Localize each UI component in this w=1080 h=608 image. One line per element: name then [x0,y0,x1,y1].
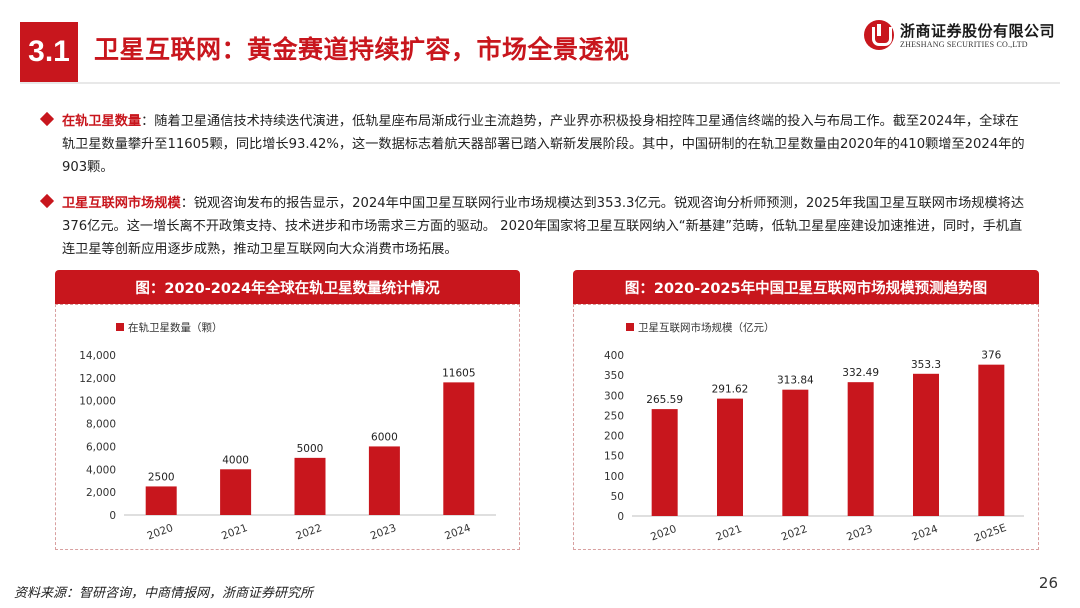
chart-right-panel: 卫星互联网市场规模（亿元） 0 50 100 150 200 250 300 350 400 265… [573,304,1039,550]
chart-left-svg: 在轨卫星数量（颗） 0 2,000 4,000 6,000 8,000 10,000 12,0… [79,321,496,543]
chart-bar [782,389,809,516]
chart-right-svg: 卫星互联网市场规模（亿元） 0 50 100 150 200 250 300 350 400 265… [604,321,1024,545]
chart-right-title: 图：2020-2025年中国卫星互联网市场规模预测趋势图 [573,270,1039,304]
x-tick-label: 2023 [369,522,398,542]
paragraph-text: ：随着卫星通信技术持续迭代演进，低轨星座布局渐成行业主流趋势，产业界亦积极投身相… [62,114,1025,175]
data-label: 353.3 [911,359,941,371]
chart-bar [978,364,1005,516]
paragraph-lead: 在轨卫星数量 [62,114,142,129]
y-tick-label: 14,000 [79,350,116,362]
data-label: 11605 [442,367,475,379]
data-label: 265.59 [646,394,683,406]
chart-bar [294,457,326,515]
source-note: 资料来源：智研咨询，中商情报网，浙商证券研究所 [14,586,314,601]
x-tick-label: 2021 [714,523,743,543]
x-tick-label: 2024 [443,522,473,543]
y-tick-label: 150 [604,451,624,463]
page-number: 26 [1038,574,1058,592]
data-label: 291.62 [712,384,749,396]
chart-left-title: 图：2020-2024年全球在轨卫星数量统计情况 [55,270,520,304]
data-label: 6000 [371,431,398,443]
y-tick-label: 2,000 [86,487,116,499]
x-tick-label: 2020 [649,523,678,543]
y-tick-label: 350 [604,370,624,382]
paragraph-lead: 卫星互联网市场规模 [62,196,181,211]
y-tick-label: 8,000 [86,419,116,431]
chart-bar [913,373,939,516]
y-tick-label: 12,000 [79,373,116,385]
x-tick-label: 2022 [780,523,809,543]
chart-bar [717,398,743,516]
legend-swatch [626,323,634,331]
bullet-diamond-icon [39,193,55,209]
section-number-badge: 3.1 [20,22,78,82]
y-tick-label: 4,000 [86,464,116,476]
data-label: 332.49 [842,367,879,379]
chart-left-panel: 在轨卫星数量（颗） 0 2,000 4,000 6,000 8,000 10,000 12,0… [55,304,520,550]
company-name-en: ZHESHANG SECURITIES CO.,LTD [900,40,1028,49]
legend-swatch [116,323,124,331]
company-logo: 浙商证券股份有限公司 ZHESHANG SECURITIES CO.,LTD [864,20,1064,54]
y-tick-label: 50 [611,491,624,503]
x-tick-label: 2025E [973,522,1008,545]
data-label: 4000 [222,454,249,466]
paragraph-satellite-count: 在轨卫星数量：随着卫星通信技术持续迭代演进，低轨星座布局渐成行业主流趋势，产业界… [39,110,1028,179]
y-tick-label: 400 [604,350,624,362]
data-label: 2500 [148,471,175,483]
data-label: 313.84 [777,375,814,387]
chart-bar [368,446,400,515]
y-tick-label: 0 [109,510,116,522]
data-label: 376 [981,350,1001,362]
chart-bar [443,382,475,515]
paragraph-market-size: 卫星互联网市场规模：锐观咨询发布的报告显示，2024年中国卫星互联网行业市场规模… [39,192,1028,261]
y-tick-label: 100 [604,471,624,483]
y-tick-label: 250 [604,410,624,422]
x-tick-label: 2023 [845,523,874,543]
chart-bar [145,486,177,515]
chart-bar [651,409,678,516]
page-title: 卫星互联网：黄金赛道持续扩容，市场全景透视 [94,35,630,64]
y-tick-label: 6,000 [86,441,116,453]
data-label: 5000 [297,443,324,455]
legend-label: 卫星互联网市场规模（亿元） [638,321,775,334]
bullet-diamond-icon [39,111,55,127]
y-tick-label: 0 [617,511,624,523]
y-tick-label: 300 [604,390,624,402]
x-tick-label: 2024 [910,523,940,544]
legend-label: 在轨卫星数量（颗） [128,321,223,334]
x-tick-label: 2020 [146,522,175,542]
y-tick-label: 10,000 [79,396,116,408]
y-tick-label: 200 [604,431,624,443]
x-tick-label: 2022 [294,522,323,542]
chart-bar [847,382,874,516]
company-name-cn: 浙商证券股份有限公司 [900,22,1056,40]
header-divider [20,82,1060,84]
chart-bar [220,469,252,515]
company-logo-icon [864,20,894,50]
x-tick-label: 2021 [220,522,249,542]
paragraph-text: ：锐观咨询发布的报告显示，2024年中国卫星互联网行业市场规模达到353.3亿元… [62,196,1025,257]
